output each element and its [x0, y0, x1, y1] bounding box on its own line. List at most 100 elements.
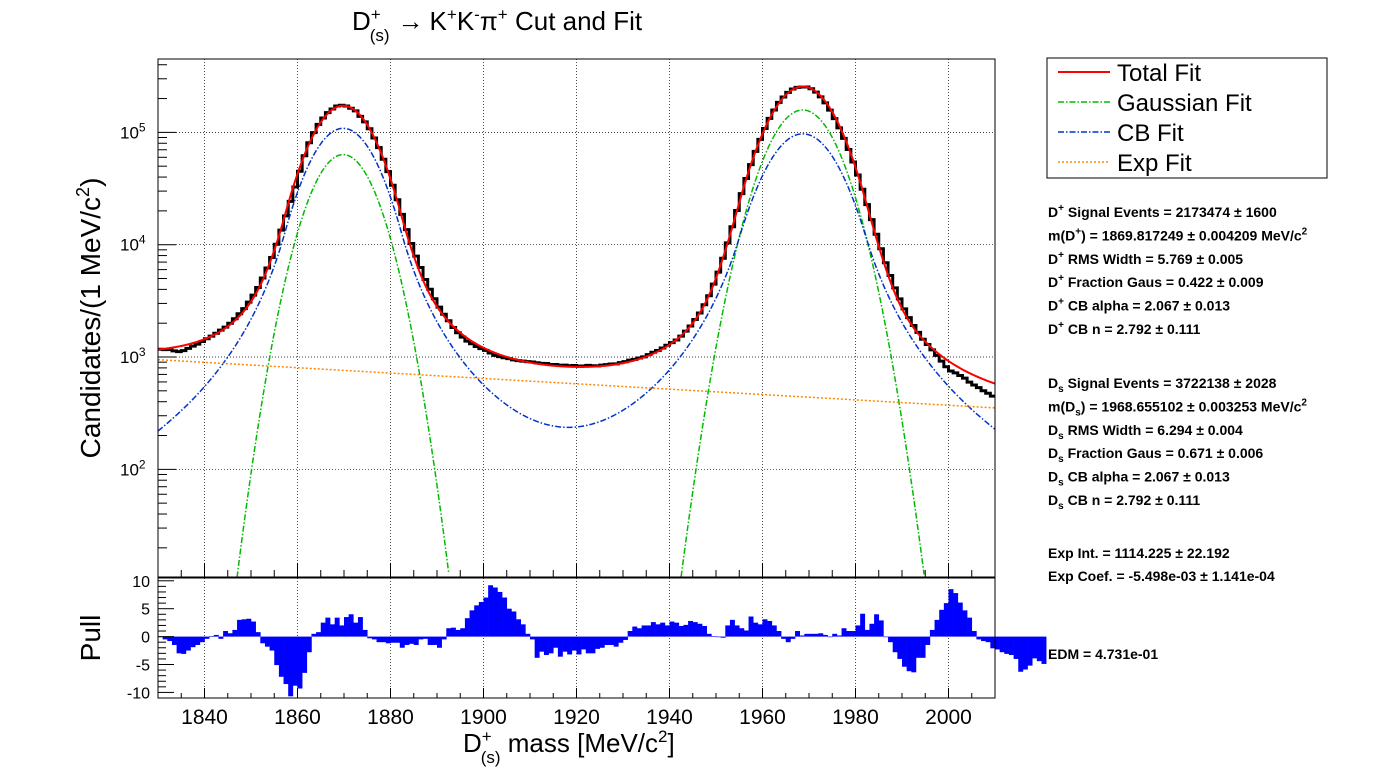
pull-bar [915, 636, 921, 658]
pull-bar [953, 593, 959, 637]
pull-bar [520, 624, 526, 637]
pull-bar [618, 636, 624, 643]
pull-bar [185, 636, 191, 651]
pull-bar [697, 623, 703, 637]
pull-bar [557, 636, 563, 657]
pull-bar [939, 609, 945, 637]
pull-bar [167, 636, 173, 642]
main-y-tick-label: 103 [120, 345, 146, 367]
pull-bar [995, 636, 1000, 650]
pull-bar [232, 629, 238, 637]
pull-bar [902, 636, 907, 667]
pull-bar [446, 628, 452, 637]
pull-bar [576, 636, 582, 655]
pull-bar [423, 636, 428, 639]
pull-bar [920, 636, 926, 658]
pull-bar [581, 636, 587, 650]
pull-bar [702, 626, 707, 637]
pull-bar [841, 628, 847, 637]
pull-bar [869, 623, 875, 637]
main-plot: 102 103 104 105 [120, 58, 996, 578]
pull-bar [195, 636, 201, 645]
pull-bar [943, 603, 949, 637]
stats-exp-line: Exp Coef. = -5.498e-03 ± 1.141e-04 [1048, 568, 1275, 584]
pull-bar [981, 636, 986, 642]
pull-bar [199, 636, 205, 643]
pull-bar [325, 617, 331, 637]
pull-bar [390, 636, 396, 643]
pull-bar [627, 631, 633, 637]
pull-bar [320, 622, 326, 637]
pull-bar [330, 624, 335, 637]
pull-bar [716, 636, 721, 638]
pull-bar [720, 636, 726, 638]
pull-bar [432, 636, 438, 645]
stats-line: Ds CB alpha = 2.067 ± 0.013 [1048, 469, 1230, 489]
pull-bar [516, 619, 521, 637]
pull-bar [762, 619, 768, 637]
legend-entries: Total Fit Gaussian Fit CB Fit Exp Fit [1058, 60, 1252, 177]
pull-bar [781, 636, 787, 639]
pull-bar [623, 636, 628, 640]
x-tick-label: 1980 [832, 706, 879, 729]
stats-exp: Exp Int. = 1114.225 ± 22.192 Exp Coef. = … [1048, 545, 1275, 584]
stats-line: D+ Fraction Gaus = 0.422 ± 0.009 [1048, 273, 1264, 290]
pull-bar [204, 636, 210, 639]
pull-bar [860, 613, 866, 637]
pull-bar [255, 632, 261, 637]
pull-bar [734, 625, 740, 637]
pull-bar [464, 618, 470, 637]
pull-bar [888, 636, 893, 643]
stats-line: D+ RMS Width = 5.769 ± 0.005 [1048, 250, 1243, 267]
pull-bar [604, 636, 610, 645]
legend: Total Fit Gaussian Fit CB Fit Exp Fit [1046, 57, 1328, 179]
pull-bar [562, 636, 568, 652]
pull-bar [599, 636, 605, 648]
pull-bar [911, 636, 917, 673]
pull-bar [539, 636, 545, 652]
pull-bar [553, 636, 559, 648]
x-tick-label: 1960 [739, 706, 786, 729]
pull-bar [874, 614, 880, 637]
pull-bar [590, 636, 596, 654]
pull-bar [176, 636, 182, 654]
pull-bar [344, 617, 349, 637]
pull-bar [339, 625, 345, 637]
pull-bar [534, 636, 540, 658]
data-histogram [158, 85, 995, 398]
pull-bar [427, 636, 433, 645]
pull-bar [437, 636, 442, 648]
pull-bar [864, 629, 870, 637]
pull-bar [929, 629, 935, 637]
pull-y-tick-label: 10 [132, 574, 150, 591]
main-grid [158, 59, 995, 577]
pull-bar [395, 636, 401, 643]
pull-bar [288, 636, 294, 697]
pull-bar [316, 632, 322, 637]
pull-bar [488, 585, 494, 637]
pull-bar [1027, 636, 1033, 666]
pull-bar [1036, 636, 1042, 662]
pull-bar [455, 629, 461, 637]
pull-bar [892, 636, 898, 653]
pull-bar [209, 636, 215, 637]
pull-bar [548, 636, 554, 654]
pull-bar [246, 618, 252, 637]
pull-bar [381, 636, 387, 643]
main-y-tick-label: 105 [120, 120, 146, 142]
pull-bar [664, 625, 670, 637]
pull-bar [571, 636, 577, 651]
stats-line: Ds CB n = 2.792 ± 0.111 [1048, 492, 1200, 512]
pull-bar [297, 636, 303, 689]
pull-bar [641, 625, 647, 637]
series-cb-fit [158, 127, 995, 432]
pull-bar [985, 636, 991, 643]
pull-bar [483, 597, 489, 637]
pull-bar [739, 628, 745, 637]
stats-line: m(D+) = 1869.817249 ± 0.004209 MeV/c2 [1048, 226, 1308, 243]
pull-bars [158, 585, 1047, 697]
x-tick-label: 1860 [274, 706, 321, 729]
pull-bar [237, 619, 242, 637]
